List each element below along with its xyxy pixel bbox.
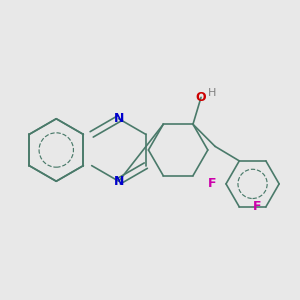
- Text: F: F: [253, 200, 261, 213]
- Text: O: O: [196, 91, 206, 104]
- Text: N: N: [114, 112, 124, 125]
- Text: N: N: [114, 175, 124, 188]
- Text: H: H: [208, 88, 216, 98]
- Text: F: F: [208, 177, 217, 190]
